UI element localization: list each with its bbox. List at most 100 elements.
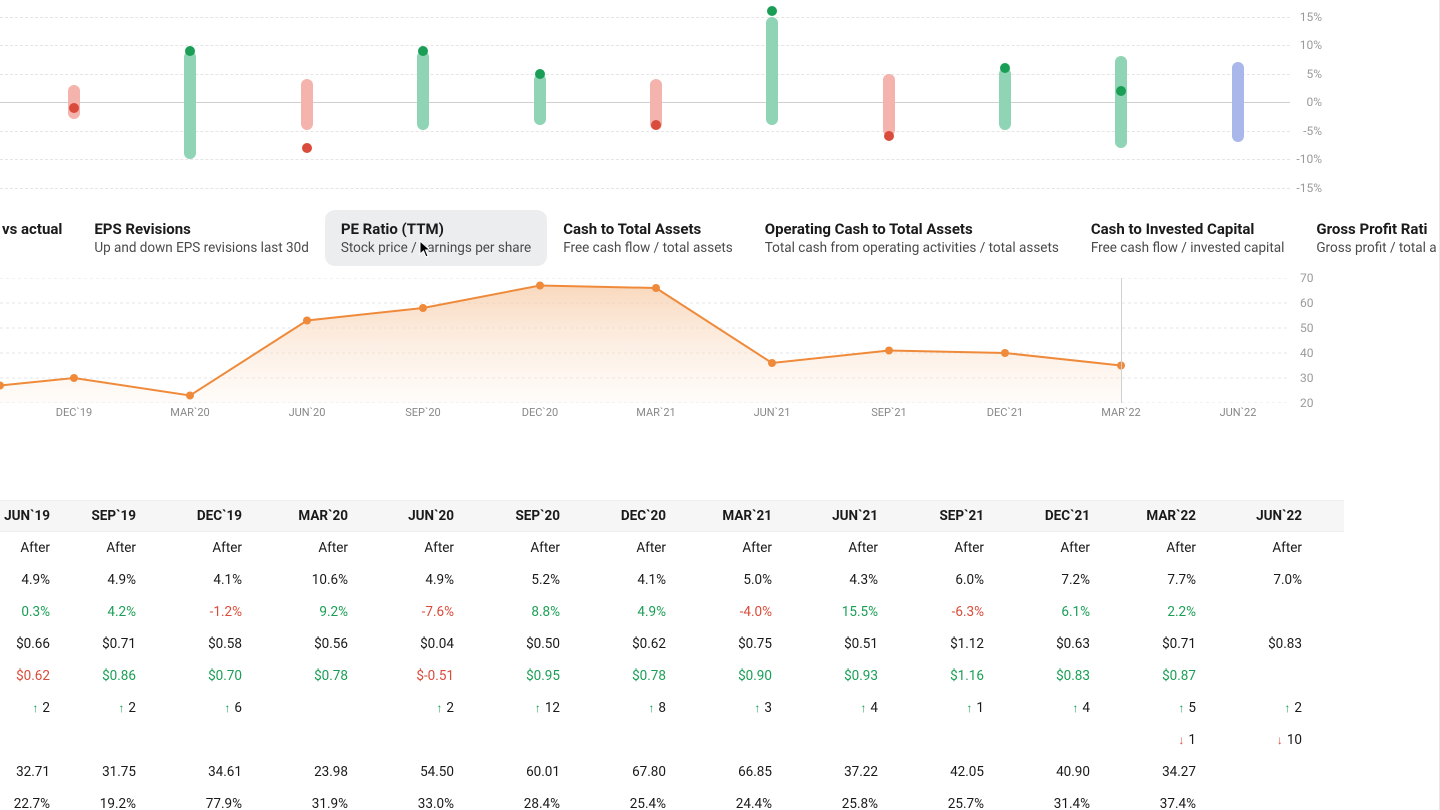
- line-chart-y-tick: 40: [1300, 346, 1314, 360]
- arrow-down-icon: ↓: [1277, 733, 1283, 747]
- rev-chart-bar: [883, 74, 895, 137]
- rev-chart-dot: [651, 120, 661, 130]
- table-cell: $0.56: [268, 636, 374, 652]
- table-row-revisions-down: ↓1↓10: [0, 724, 1344, 756]
- table-cell: 37.22: [798, 764, 904, 780]
- metric-tab-title: Gross Profit Rati: [1316, 220, 1436, 238]
- arrow-up-icon: ↑: [224, 701, 230, 715]
- table-cell: 4.1%: [162, 572, 268, 588]
- table-cell: DEC`20: [586, 508, 692, 524]
- table-cell: $0.63: [1010, 636, 1116, 652]
- rev-chart-bar: [999, 68, 1011, 131]
- table-cell: $0.70: [162, 668, 268, 684]
- metric-tab-eps-revisions[interactable]: EPS RevisionsUp and down EPS revisions l…: [78, 210, 324, 266]
- line-chart-x-tick: MAR`22: [1101, 406, 1140, 419]
- rev-chart-gridline: [0, 17, 1290, 18]
- table-cell: $0.58: [162, 636, 268, 652]
- metrics-table: JUN`19SEP`19DEC`19MAR`20JUN`20SEP`20DEC`…: [0, 500, 1344, 810]
- metric-tab-cash-invested-capital[interactable]: Cash to Invested CapitalFree cash flow /…: [1075, 210, 1301, 266]
- table-cell: 4.9%: [374, 572, 480, 588]
- line-chart-x-axis: DEC`19MAR`20JUN`20SEP`20DEC`20MAR`21JUN`…: [0, 406, 1290, 426]
- table-cell: 7.2%: [1010, 572, 1116, 588]
- table-cell: $0.93: [798, 668, 904, 684]
- line-chart-y-tick: 50: [1300, 321, 1314, 335]
- table-cell: 34.61: [162, 764, 268, 780]
- rev-chart-gridline: [0, 45, 1290, 46]
- table-cell: 28.4%: [480, 796, 586, 810]
- table-cell: After: [268, 540, 374, 556]
- metric-tab-subtitle: Total cash from operating activities / t…: [765, 240, 1059, 256]
- arrow-up-icon: ↑: [1072, 701, 1078, 715]
- table-cell: 22.7%: [0, 796, 56, 810]
- table-cell: $0.71: [56, 636, 162, 652]
- line-chart-x-tick: DEC`19: [56, 406, 92, 419]
- line-chart-x-tick: SEP`20: [405, 406, 441, 419]
- table-cell: 32.71: [0, 764, 56, 780]
- rev-chart-y-tick: -10%: [1296, 152, 1322, 166]
- table-cell: $1.16: [904, 668, 1010, 684]
- table-cell: $0.90: [692, 668, 798, 684]
- table-cell: After: [904, 540, 1010, 556]
- rev-chart-y-tick: 10%: [1300, 38, 1322, 52]
- rev-chart-y-tick: 15%: [1300, 10, 1322, 24]
- rev-chart-bar: [766, 17, 778, 125]
- table-cell: ↑4: [798, 700, 904, 716]
- table-cell: $0.95: [480, 668, 586, 684]
- metric-tabs: vs actualEPS RevisionsUp and down EPS re…: [0, 210, 1440, 266]
- table-cell: DEC`19: [162, 508, 268, 524]
- arrow-up-icon: ↑: [535, 701, 541, 715]
- table-cell: $0.51: [798, 636, 904, 652]
- table-cell: 7.7%: [1116, 572, 1222, 588]
- table-cell: -7.6%: [374, 604, 480, 620]
- table-cell: 6.1%: [1010, 604, 1116, 620]
- metric-tab-op-cash-total-assets[interactable]: Operating Cash to Total AssetsTotal cash…: [749, 210, 1075, 266]
- rev-chart-y-tick: -15%: [1296, 181, 1322, 195]
- table-cell: $0.78: [268, 668, 374, 684]
- metric-tab-gross-profit-ratio[interactable]: Gross Profit RatiGross profit / total a: [1300, 210, 1440, 266]
- table-cell: 2.2%: [1116, 604, 1222, 620]
- rev-chart-dot: [418, 46, 428, 56]
- rev-chart-y-tick: 5%: [1306, 67, 1322, 81]
- metric-tab-pe-ttm[interactable]: PE Ratio (TTM)Stock price / earnings per…: [325, 210, 547, 266]
- table-cell: $0.62: [0, 668, 56, 684]
- table-cell: $-0.51: [374, 668, 480, 684]
- table-row-dollar2: $0.62$0.86$0.70$0.78$-0.51$0.95$0.78$0.9…: [0, 660, 1344, 692]
- table-cell: 66.85: [692, 764, 798, 780]
- rev-chart-dot: [69, 103, 79, 113]
- table-cell: ↓10: [1222, 732, 1328, 748]
- table-cell: 31.4%: [1010, 796, 1116, 810]
- arrow-down-icon: ↓: [1178, 733, 1184, 747]
- table-row-dollar1: $0.66$0.71$0.58$0.56$0.04$0.50$0.62$0.75…: [0, 628, 1344, 660]
- rev-chart-y-tick: 0%: [1306, 95, 1322, 109]
- rev-chart-bar: [1232, 62, 1244, 142]
- table-cell: $0.62: [586, 636, 692, 652]
- arrow-up-icon: ↑: [436, 701, 442, 715]
- table-cell: 4.3%: [798, 572, 904, 588]
- table-row-after: AfterAfterAfterAfterAfterAfterAfterAfter…: [0, 532, 1344, 564]
- table-cell: 54.50: [374, 764, 480, 780]
- rev-chart-bar: [184, 51, 196, 159]
- table-cell: $0.71: [1116, 636, 1222, 652]
- table-cell: ↑2: [0, 700, 56, 716]
- table-row-pct2: 0.3%4.2%-1.2%9.2%-7.6%8.8%4.9%-4.0%15.5%…: [0, 596, 1344, 628]
- table-cell: After: [586, 540, 692, 556]
- line-chart-x-tick: MAR`21: [636, 406, 675, 419]
- line-chart-y-tick: 30: [1300, 371, 1314, 385]
- table-cell: JUN`21: [798, 508, 904, 524]
- arrow-up-icon: ↑: [754, 701, 760, 715]
- table-cell: MAR`21: [692, 508, 798, 524]
- table-cell: 5.0%: [692, 572, 798, 588]
- line-chart-y-tick: 70: [1300, 271, 1314, 285]
- table-cell: 10.6%: [268, 572, 374, 588]
- metric-tab-title: Cash to Total Assets: [563, 220, 733, 238]
- rev-chart-bar: [534, 74, 546, 125]
- line-chart-x-tick: JUN`20: [289, 406, 326, 419]
- metric-tab-eps-surprise[interactable]: vs actual: [0, 210, 78, 266]
- metric-tab-cash-total-assets[interactable]: Cash to Total AssetsFree cash flow / tot…: [547, 210, 749, 266]
- metric-tab-title: PE Ratio (TTM): [341, 220, 531, 238]
- table-cell: SEP`19: [56, 508, 162, 524]
- table-cell: ↑8: [586, 700, 692, 716]
- line-chart-y-tick: 60: [1300, 296, 1314, 310]
- table-cell: 34.27: [1116, 764, 1222, 780]
- arrow-up-icon: ↑: [1284, 701, 1290, 715]
